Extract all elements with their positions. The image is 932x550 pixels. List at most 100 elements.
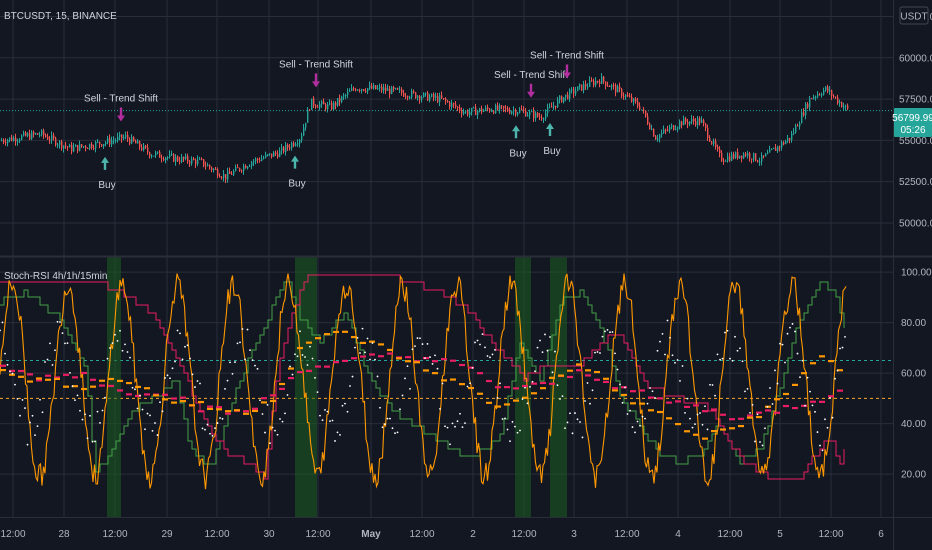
stoch-average-dot <box>834 377 836 380</box>
candle-body <box>687 121 689 125</box>
candle-body <box>447 101 449 103</box>
stoch-average-dot <box>314 376 316 379</box>
candle-body <box>383 87 385 91</box>
stoch-average-dot <box>354 346 356 349</box>
candle-body <box>551 106 553 108</box>
candle-body <box>275 152 277 154</box>
stoch-average-dot <box>624 386 626 389</box>
stoch-average-dot <box>21 399 24 401</box>
candle-body <box>267 154 269 156</box>
stoch-average-dot <box>826 426 829 429</box>
price-tick-label: 52500.00 <box>899 177 932 188</box>
candle-body <box>589 80 591 87</box>
stoch-average-dot <box>591 389 594 392</box>
time-tick-label: 28 <box>58 529 70 540</box>
stoch-average-dot <box>264 431 266 434</box>
oscillator-tick-label: 80.00 <box>901 318 926 329</box>
candle-body <box>205 165 207 167</box>
stoch-average-dot <box>516 431 519 434</box>
sell-signal-label: Sell - Trend Shift <box>279 59 353 70</box>
stoch-average-dot <box>226 379 229 382</box>
stoch-average-dot <box>71 385 74 388</box>
candle-body <box>809 98 811 108</box>
stoch-average-dot <box>184 345 186 348</box>
stoch-average-dot <box>24 407 26 409</box>
stoch-average-dot <box>296 355 299 358</box>
time-tick-label: 6 <box>878 529 884 540</box>
candle-body <box>317 106 319 108</box>
stoch-average-dot <box>16 397 19 400</box>
candle-body <box>77 144 79 151</box>
stoch-average-dot <box>324 409 326 411</box>
stoch-average-dot <box>256 367 259 370</box>
stoch-average-dot <box>306 364 309 366</box>
candle-body <box>349 90 351 92</box>
symbol-info[interactable]: BTCUSDT, 15, BINANCE <box>4 11 117 22</box>
stoch-average-dot <box>261 413 264 415</box>
candle-body <box>35 133 37 135</box>
stoch-average-dot <box>734 335 736 338</box>
oscillator-tick-label: 60.00 <box>901 369 926 380</box>
stoch-average-dot <box>349 385 351 387</box>
candle-body <box>151 155 153 157</box>
candle-body <box>299 139 301 144</box>
stoch-average-dot <box>146 412 149 415</box>
stoch-average-dot <box>571 432 574 435</box>
stoch-average-dot <box>816 431 819 433</box>
stoch-average-dot <box>64 342 66 345</box>
candle-body <box>63 145 65 149</box>
bar-countdown: 05:26 <box>900 125 925 136</box>
candle-body <box>443 98 445 100</box>
candle-body <box>381 86 383 91</box>
currency-button[interactable]: USDT <box>899 6 929 25</box>
stoch-average-dot <box>601 335 604 338</box>
stoch-average-dot <box>689 417 691 420</box>
stoch-average-dot <box>436 367 439 370</box>
candle-body <box>101 144 103 147</box>
stoch-average-dot <box>259 399 261 402</box>
stoch-average-dot <box>181 358 184 361</box>
candle-body <box>65 145 67 147</box>
candle-body <box>195 160 197 165</box>
candle-body <box>397 88 399 90</box>
candle-body <box>781 142 783 148</box>
stoch-average-dot <box>744 390 746 393</box>
candle-body <box>319 104 321 108</box>
stoch-average-dot <box>561 395 564 398</box>
stoch-average-dot <box>246 328 249 331</box>
stoch-average-dot <box>769 387 771 389</box>
time-tick-label: 12:00 <box>305 529 330 540</box>
candle-body <box>825 86 827 91</box>
candle-body <box>763 155 765 157</box>
candle-body <box>179 160 181 162</box>
candle-body <box>537 112 539 117</box>
stoch-average-dot <box>681 365 684 367</box>
buy-signal-label: Buy <box>509 148 526 159</box>
stoch-average-dot <box>736 349 739 352</box>
highlight-span <box>550 257 567 517</box>
candle-body <box>93 147 95 149</box>
stoch-average-dot <box>286 394 289 396</box>
time-tick-label: 12:00 <box>102 529 127 540</box>
stoch-average-dot <box>311 357 314 360</box>
stoch-average-dot <box>414 345 416 347</box>
candle-body <box>177 156 179 161</box>
buy-arrow-icon <box>512 125 520 139</box>
stoch-average-dot <box>361 327 364 330</box>
stoch-average-dot <box>206 423 209 426</box>
indicator-title[interactable]: Stoch-RSI 4h/1h/15min <box>4 271 107 282</box>
candle-body <box>341 96 343 102</box>
candle-body <box>539 116 541 118</box>
candle-body <box>153 155 155 157</box>
stoch-average-dot <box>1 321 4 324</box>
candle-body <box>703 120 705 124</box>
stoch-average-dot <box>369 358 371 361</box>
candle-body <box>91 144 93 148</box>
candle-body <box>221 177 223 179</box>
candle-body <box>55 138 57 146</box>
stoch-average-dot <box>274 429 276 432</box>
stoch-average-dot <box>539 339 541 342</box>
candle-body <box>239 168 241 171</box>
stoch-average-dot <box>836 369 839 372</box>
stoch-average-dot <box>804 404 806 407</box>
